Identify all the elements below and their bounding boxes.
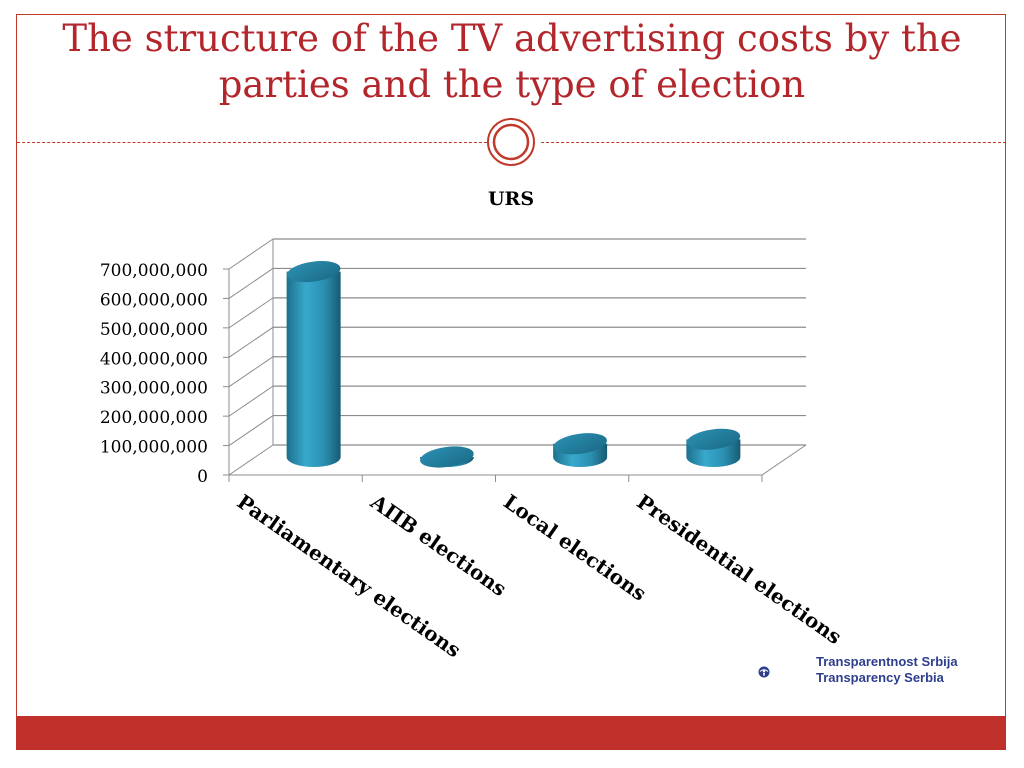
y-tick-label: 600,000,000 xyxy=(100,290,208,310)
y-tick-label: 400,000,000 xyxy=(100,349,208,369)
y-tick-label: 0 xyxy=(197,467,208,487)
bar xyxy=(686,428,741,467)
grid-line-side xyxy=(228,356,274,388)
grid-line-side xyxy=(228,297,274,329)
x-tick-label: Local elections xyxy=(499,489,651,605)
logo-text-english: Transparency Serbia xyxy=(816,670,944,685)
x-tick-label: АПВ elections xyxy=(366,489,511,601)
y-tick-label: 300,000,000 xyxy=(100,379,208,399)
chart-bars xyxy=(286,261,741,468)
grid-line-side xyxy=(228,415,274,446)
x-tick-label: Parliamentary elections xyxy=(233,489,466,662)
slide-frame xyxy=(16,14,1006,749)
logo-text-local: Transparentnost Srbija xyxy=(816,654,958,669)
floor-edge xyxy=(761,444,807,476)
title-divider-left xyxy=(17,142,487,143)
grid-line-side xyxy=(228,238,274,270)
title-divider-right xyxy=(541,142,1006,143)
grid-line-side xyxy=(228,385,274,417)
bar-body xyxy=(286,271,341,467)
bar-top xyxy=(420,446,474,468)
transparency-serbia-logo-icon xyxy=(758,666,770,678)
y-tick-label: 500,000,000 xyxy=(100,320,208,340)
bar xyxy=(286,261,341,467)
y-tick-label: 200,000,000 xyxy=(100,408,208,428)
bar-top xyxy=(286,261,341,283)
slide-title: The structure of the TV advertising cost… xyxy=(62,17,962,106)
grid-line-side xyxy=(228,268,274,299)
bar-top xyxy=(686,428,741,450)
x-tick-label: Presidential elections xyxy=(633,489,847,649)
bar xyxy=(553,433,608,467)
bar xyxy=(419,446,474,468)
y-axis-tick-labels: 0 100,000,000 200,000,000 300,000,000 400,00… xyxy=(100,261,208,487)
bottom-bar xyxy=(16,716,1006,750)
chart-grid xyxy=(223,238,807,482)
y-tick-label: 700,000,000 xyxy=(100,261,208,281)
bar-top xyxy=(553,433,607,455)
circle-ornament-icon xyxy=(487,118,535,166)
chart-title: URS xyxy=(488,188,534,210)
y-tick-label: 100,000,000 xyxy=(100,438,208,458)
grid-line-side xyxy=(228,326,274,358)
grid-line-side xyxy=(228,444,274,476)
